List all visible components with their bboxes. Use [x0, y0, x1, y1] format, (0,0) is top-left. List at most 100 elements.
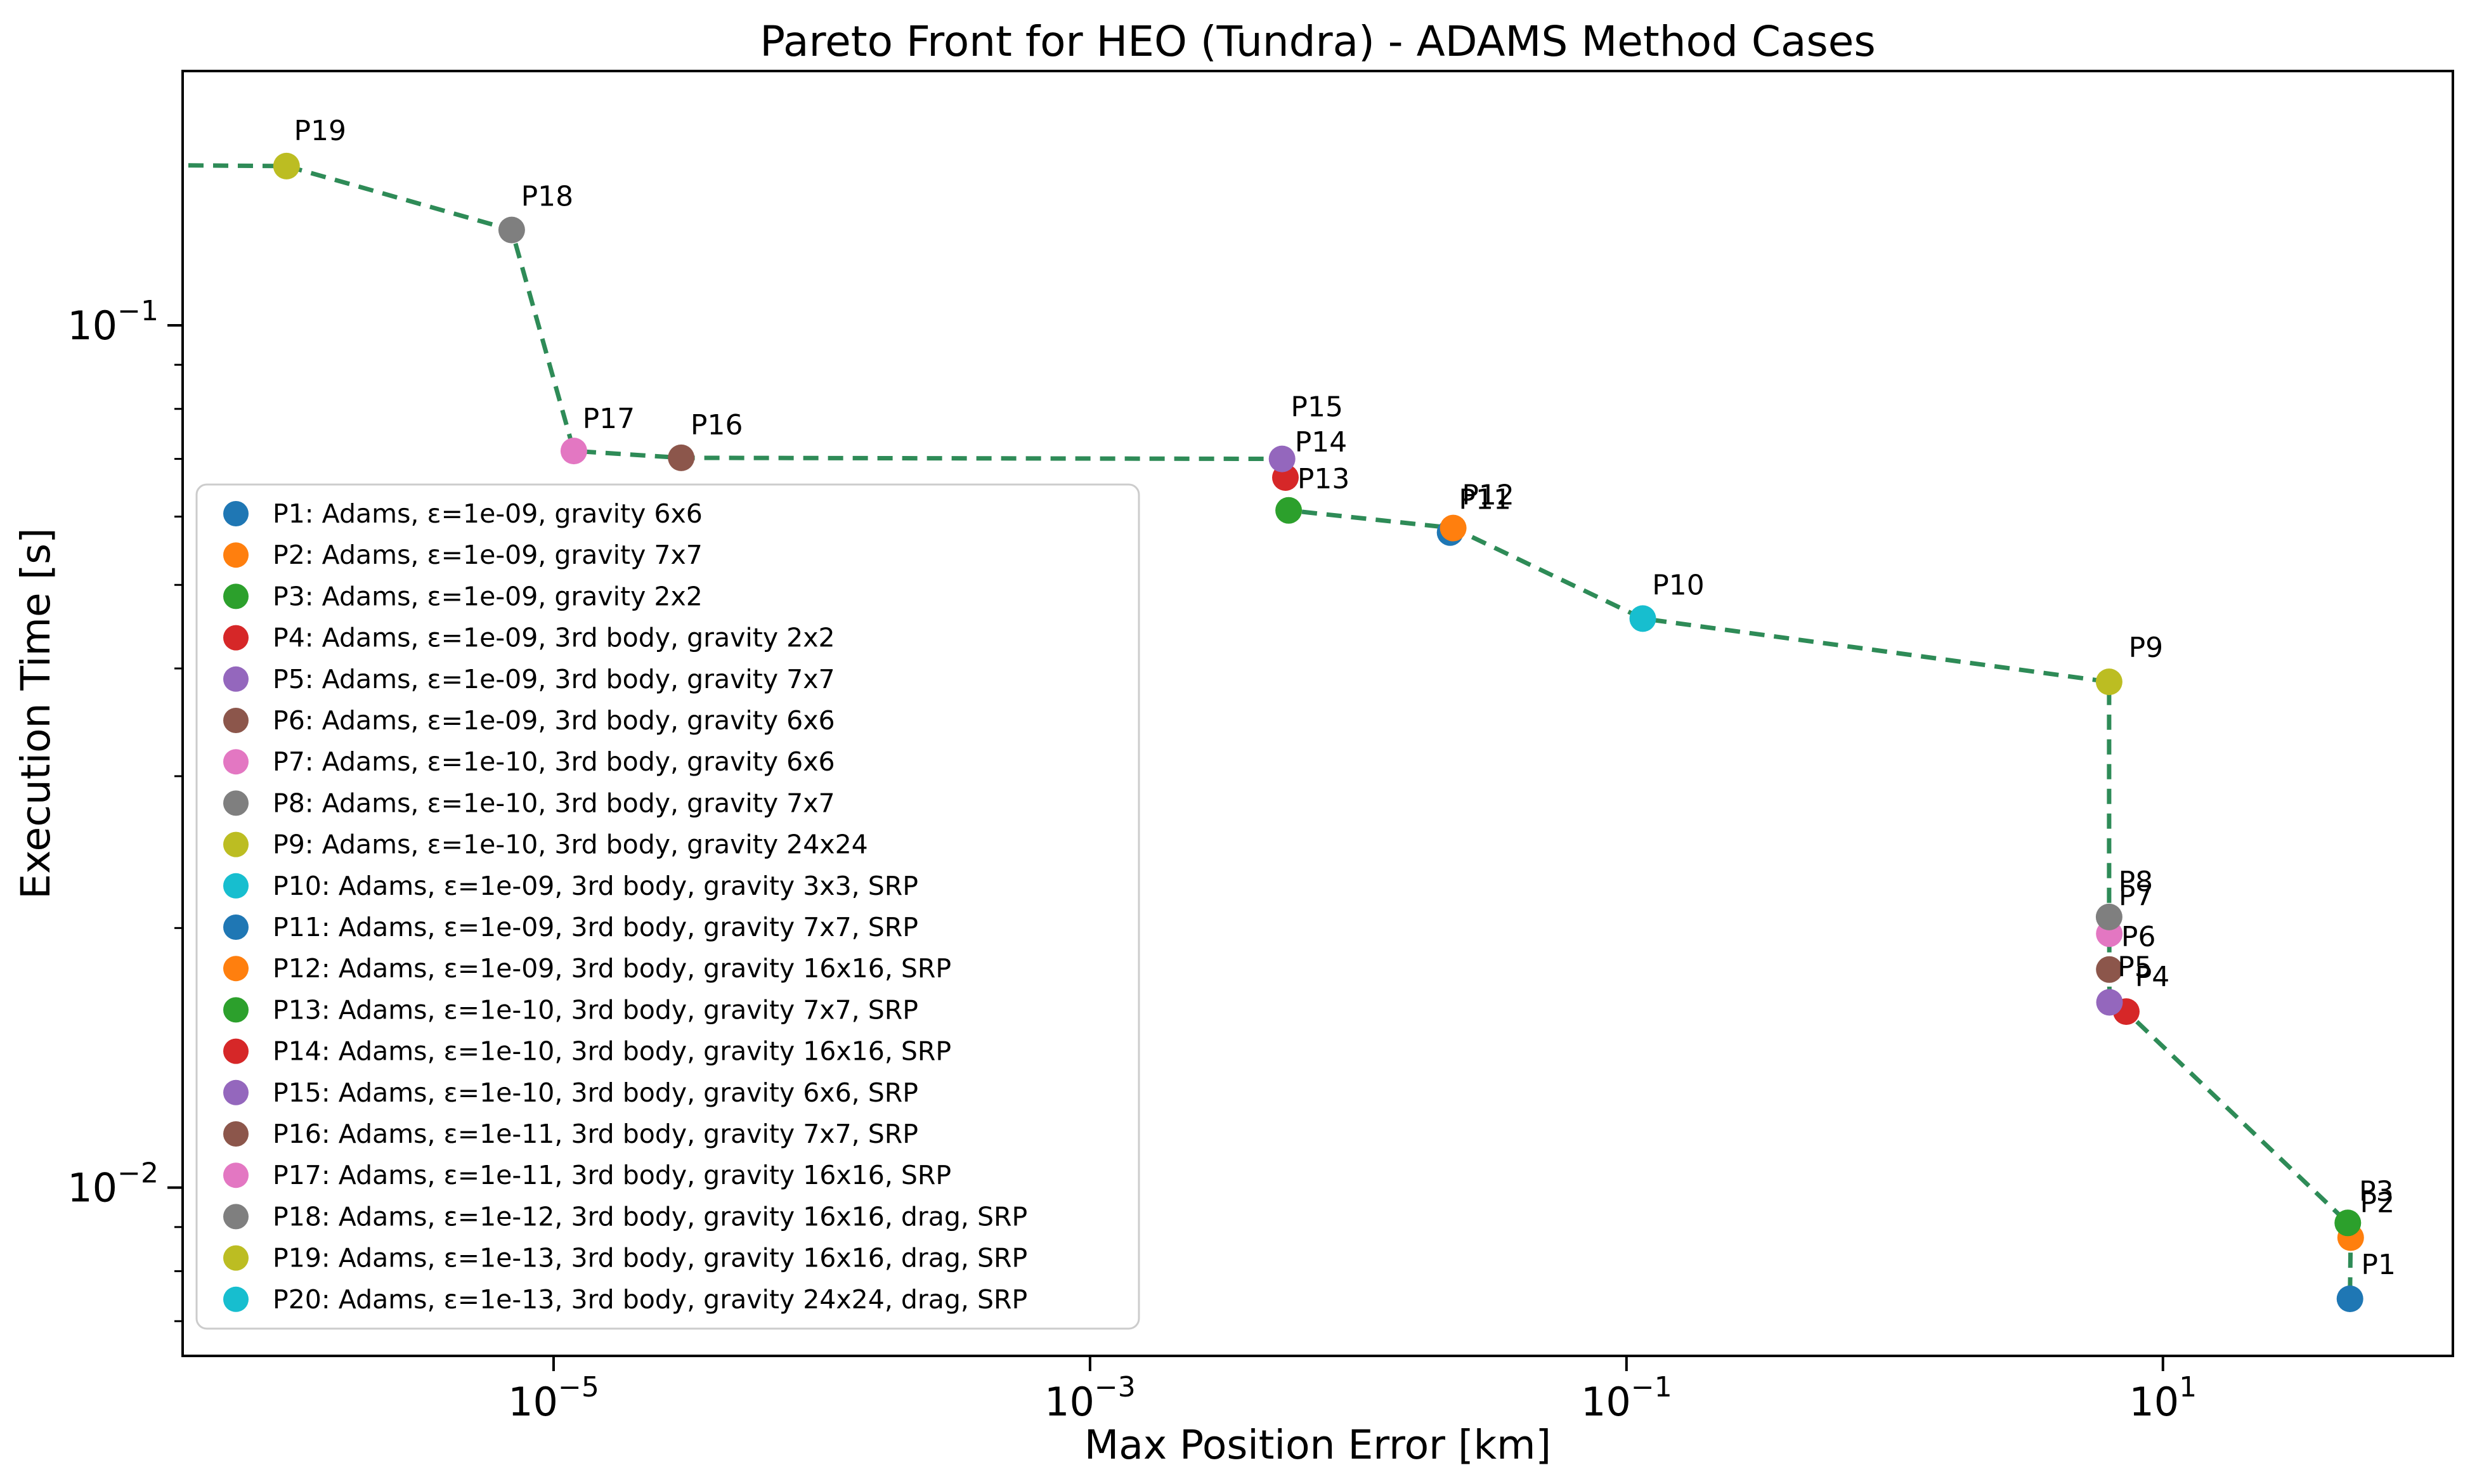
legend-item-P14: P14: Adams, ε=1e-10, 3rd body, gravity 1… [223, 1036, 951, 1067]
point-label-P1: P1 [2361, 1249, 2396, 1281]
x-axis-ticks: 10−5 10−3 10−1 101 [508, 1356, 2197, 1425]
point-label-P18: P18 [521, 181, 574, 213]
data-point-P3 [2334, 1209, 2362, 1237]
data-point-P15 [1268, 445, 1296, 472]
legend-label-P5: P5: Adams, ε=1e-09, 3rd body, gravity 7x… [273, 664, 835, 694]
data-point-P19 [273, 152, 300, 179]
legend-item-P2: P2: Adams, ε=1e-09, gravity 7x7 [223, 540, 703, 570]
legend-marker-P6 [223, 708, 249, 733]
data-point-P9 [2095, 668, 2122, 696]
point-label-P13: P13 [1297, 463, 1350, 495]
point-label-P3: P3 [2359, 1175, 2394, 1207]
legend-item-P8: P8: Adams, ε=1e-10, 3rd body, gravity 7x… [223, 788, 835, 818]
legend-item-P5: P5: Adams, ε=1e-09, 3rd body, gravity 7x… [223, 664, 835, 694]
point-label-P8: P8 [2119, 866, 2154, 898]
y-tick-label: 10−1 [67, 295, 159, 349]
x-tick-label: 101 [2129, 1371, 2197, 1425]
legend-label-P3: P3: Adams, ε=1e-09, gravity 2x2 [273, 581, 703, 611]
legend-item-P11: P11: Adams, ε=1e-09, 3rd body, gravity 7… [223, 912, 918, 942]
legend-label-P1: P1: Adams, ε=1e-09, gravity 6x6 [273, 498, 703, 529]
y-tick-label: 10−2 [67, 1157, 159, 1211]
plot-frame [181, 70, 2454, 1357]
x-tick-label: 10−5 [508, 1371, 599, 1425]
point-label-P12: P12 [1462, 479, 1514, 512]
legend-marker-P8 [223, 790, 249, 816]
chart-title: Pareto Front for HEO (Tundra) - ADAMS Me… [760, 17, 1876, 66]
legend-item-P13: P13: Adams, ε=1e-10, 3rd body, gravity 7… [223, 994, 918, 1025]
legend-item-P4: P4: Adams, ε=1e-09, 3rd body, gravity 2x… [223, 623, 835, 653]
legend-label-P9: P9: Adams, ε=1e-10, 3rd body, gravity 24… [273, 830, 868, 860]
legend-marker-P5 [223, 666, 249, 692]
data-point-P1 [2336, 1285, 2363, 1312]
legend-label-P18: P18: Adams, ε=1e-12, 3rd body, gravity 1… [273, 1201, 1027, 1232]
legend-marker-P20 [223, 1286, 249, 1312]
point-label-P4: P4 [2135, 961, 2170, 993]
legend-marker-P19 [223, 1245, 249, 1271]
legend-label-P7: P7: Adams, ε=1e-10, 3rd body, gravity 6x… [273, 746, 835, 777]
legend-label-P20: P20: Adams, ε=1e-13, 3rd body, gravity 2… [273, 1284, 1027, 1315]
legend-marker-P12 [223, 956, 249, 982]
data-point-P6 [2096, 956, 2123, 983]
legend-marker-P16 [223, 1121, 249, 1147]
legend-label-P15: P15: Adams, ε=1e-10, 3rd body, gravity 6… [273, 1077, 918, 1108]
legend-item-P3: P3: Adams, ε=1e-09, gravity 2x2 [223, 581, 703, 611]
legend-label-P17: P17: Adams, ε=1e-11, 3rd body, gravity 1… [273, 1160, 951, 1190]
data-point-P18 [498, 216, 525, 244]
legend-label-P14: P14: Adams, ε=1e-10, 3rd body, gravity 1… [273, 1036, 951, 1067]
legend-label-P6: P6: Adams, ε=1e-09, 3rd body, gravity 6x… [273, 705, 835, 736]
legend-marker-P13 [223, 997, 249, 1023]
point-label-P17: P17 [583, 403, 635, 435]
legend-item-P19: P19: Adams, ε=1e-13, 3rd body, gravity 1… [223, 1243, 1027, 1273]
data-point-P13 [1275, 497, 1303, 524]
point-label-P2: P2 [2360, 1187, 2395, 1220]
data-point-P12 [1440, 514, 1467, 542]
legend-label-P4: P4: Adams, ε=1e-09, 3rd body, gravity 2x… [273, 623, 835, 653]
legend-item-P9: P9: Adams, ε=1e-10, 3rd body, gravity 24… [223, 830, 868, 860]
point-label-P6: P6 [2121, 921, 2156, 953]
x-tick-label: 10−3 [1044, 1371, 1136, 1425]
legend-marker-P7 [223, 749, 249, 775]
legend-marker-P3 [223, 583, 249, 609]
point-label-P7: P7 [2119, 880, 2154, 912]
data-point-P8 [2095, 903, 2122, 930]
legend-marker-P15 [223, 1079, 249, 1105]
point-label-P10: P10 [1652, 569, 1705, 601]
data-point-P5 [2096, 989, 2123, 1016]
legend-label-P2: P2: Adams, ε=1e-09, gravity 7x7 [273, 540, 703, 570]
point-label-P11: P11 [1459, 484, 1511, 516]
legend-marker-P11 [223, 914, 249, 940]
legend-item-P12: P12: Adams, ε=1e-09, 3rd body, gravity 1… [223, 953, 951, 984]
legend-item-P17: P17: Adams, ε=1e-11, 3rd body, gravity 1… [223, 1160, 951, 1190]
legend-label-P12: P12: Adams, ε=1e-09, 3rd body, gravity 1… [273, 953, 951, 984]
legend-marker-P17 [223, 1162, 249, 1188]
legend-label-P8: P8: Adams, ε=1e-10, 3rd body, gravity 7x… [273, 788, 835, 818]
legend-item-P6: P6: Adams, ε=1e-09, 3rd body, gravity 6x… [223, 705, 835, 736]
point-label-P19: P19 [294, 115, 347, 147]
legend-label-P10: P10: Adams, ε=1e-09, 3rd body, gravity 3… [273, 871, 918, 901]
legend-label-P16: P16: Adams, ε=1e-11, 3rd body, gravity 7… [273, 1119, 918, 1149]
point-label-P16: P16 [691, 409, 743, 441]
legend-marker-P1 [223, 501, 249, 526]
data-point-P16 [668, 444, 695, 471]
legend-marker-P10 [223, 873, 249, 899]
data-points [273, 152, 2364, 1312]
legend-item-P20: P20: Adams, ε=1e-13, 3rd body, gravity 2… [223, 1284, 1027, 1315]
y-axis-label: Execution Time [s] [13, 528, 59, 899]
legend-box [195, 483, 1140, 1330]
data-point-P17 [560, 438, 587, 465]
legend-label-P11: P11: Adams, ε=1e-09, 3rd body, gravity 7… [273, 912, 918, 942]
legend-item-P1: P1: Adams, ε=1e-09, gravity 6x6 [223, 498, 703, 529]
legend-item-P10: P10: Adams, ε=1e-09, 3rd body, gravity 3… [223, 871, 918, 901]
legend-marker-P9 [223, 831, 249, 857]
legend-marker-P4 [223, 625, 249, 651]
legend-label-P19: P19: Adams, ε=1e-13, 3rd body, gravity 1… [273, 1243, 1027, 1273]
point-label-P14: P14 [1295, 426, 1348, 459]
legend-item-P7: P7: Adams, ε=1e-10, 3rd body, gravity 6x… [223, 746, 835, 777]
data-point-P10 [1629, 605, 1656, 632]
y-axis-ticks: 10−1 10−2 [67, 295, 183, 1322]
x-axis-label: Max Position Error [km] [1084, 1422, 1551, 1468]
legend-item-P18: P18: Adams, ε=1e-12, 3rd body, gravity 1… [223, 1201, 1027, 1232]
legend-label-P13: P13: Adams, ε=1e-10, 3rd body, gravity 7… [273, 994, 918, 1025]
